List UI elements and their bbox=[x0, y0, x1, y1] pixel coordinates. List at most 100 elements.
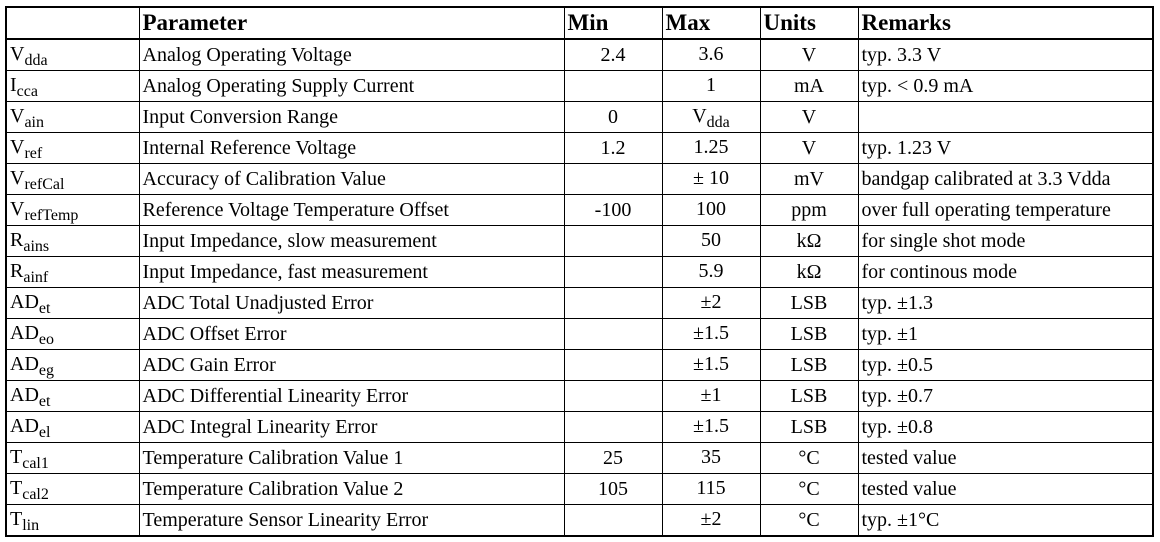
max-value: 1 bbox=[706, 74, 716, 96]
units-cell: LSB bbox=[759, 411, 859, 443]
symbol-subscript: ref bbox=[24, 145, 43, 162]
units-cell: V bbox=[759, 38, 859, 71]
table-row: Rainf Input Impedance, fast measurement 5.… bbox=[5, 256, 1154, 288]
symbol-subscript: dda bbox=[24, 52, 48, 69]
symbol-main: AD bbox=[10, 291, 39, 313]
min-cell bbox=[563, 411, 663, 443]
symbol-cell: ADet bbox=[5, 287, 140, 319]
symbol-cell: Vain bbox=[5, 101, 140, 133]
table-row: ADeg ADC Gain Error ±1.5 LSB typ. ±0.5 bbox=[5, 349, 1154, 381]
min-cell bbox=[563, 380, 663, 412]
symbol-main: AD bbox=[10, 322, 39, 344]
units-cell: °C bbox=[759, 504, 859, 537]
min-cell: 25 bbox=[563, 442, 663, 474]
max-value: ±1.5 bbox=[693, 415, 729, 437]
max-cell: ±1.5 bbox=[661, 349, 761, 381]
remarks-cell: typ. 1.23 V bbox=[857, 132, 1154, 164]
max-value: ±2 bbox=[700, 508, 722, 530]
parameter-cell: ADC Gain Error bbox=[138, 349, 565, 381]
symbol-cell: ADeg bbox=[5, 349, 140, 381]
table-row: ADet ADC Differential Linearity Error ±1 LS… bbox=[5, 380, 1154, 412]
min-cell bbox=[563, 256, 663, 288]
parameter-cell: ADC Integral Linearity Error bbox=[138, 411, 565, 443]
symbol-subscript: lin bbox=[22, 517, 40, 534]
parameter-cell: Temperature Calibration Value 2 bbox=[138, 473, 565, 505]
symbol-main: T bbox=[10, 446, 23, 468]
symbol-cell: Icca bbox=[5, 70, 140, 102]
symbol-main: R bbox=[10, 229, 24, 251]
symbol-subscript: cca bbox=[16, 83, 38, 100]
header-units: Units bbox=[759, 6, 859, 40]
units-cell: ppm bbox=[759, 194, 859, 226]
max-subscript: dda bbox=[706, 114, 730, 131]
symbol-cell: Vdda bbox=[5, 38, 140, 71]
symbol-subscript: el bbox=[38, 424, 51, 441]
spec-table: Parameter Min Max Units Remarks Vdda Anal… bbox=[5, 6, 1154, 537]
units-cell: V bbox=[759, 101, 859, 133]
symbol-cell: ADel bbox=[5, 411, 140, 443]
min-cell bbox=[563, 287, 663, 319]
table-row: Tlin Temperature Sensor Linearity Error ±2… bbox=[5, 504, 1154, 537]
symbol-subscript: refCal bbox=[24, 176, 65, 193]
symbol-main: V bbox=[10, 136, 25, 158]
parameter-cell: Reference Voltage Temperature Offset bbox=[138, 194, 565, 226]
max-cell: ±1.5 bbox=[661, 318, 761, 350]
symbol-main: T bbox=[10, 477, 23, 499]
header-row: Parameter Min Max Units Remarks bbox=[6, 6, 1154, 40]
min-cell: 2.4 bbox=[563, 38, 663, 71]
symbol-cell: Tlin bbox=[5, 504, 140, 537]
max-cell: ±1.5 bbox=[661, 411, 761, 443]
max-value: ±1 bbox=[700, 384, 722, 406]
parameter-cell: Analog Operating Voltage bbox=[138, 38, 565, 71]
max-cell: 5.9 bbox=[661, 256, 761, 288]
min-cell bbox=[563, 70, 663, 102]
min-cell: -100 bbox=[563, 194, 663, 226]
remarks-cell: typ. ±0.7 bbox=[857, 380, 1154, 412]
max-value: V bbox=[692, 105, 707, 127]
header-parameter: Parameter bbox=[138, 6, 565, 40]
max-cell: ± 10 bbox=[661, 163, 761, 195]
min-cell bbox=[563, 163, 663, 195]
header-min: Min bbox=[563, 6, 663, 40]
min-cell: 0 bbox=[563, 101, 663, 133]
max-value: 5.9 bbox=[698, 260, 724, 282]
remarks-cell: tested value bbox=[857, 442, 1154, 474]
symbol-cell: Rains bbox=[5, 225, 140, 257]
remarks-cell: over full operating temperature bbox=[857, 194, 1154, 226]
units-cell: mV bbox=[759, 163, 859, 195]
max-cell: 1.25 bbox=[661, 132, 761, 164]
symbol-subscript: eo bbox=[38, 331, 54, 348]
parameter-cell: Input Conversion Range bbox=[138, 101, 565, 133]
symbol-cell: Tcal1 bbox=[5, 442, 140, 474]
symbol-subscript: et bbox=[38, 300, 51, 317]
remarks-cell: bandgap calibrated at 3.3 Vdda bbox=[857, 163, 1154, 195]
table-row: ADet ADC Total Unadjusted Error ±2 LSB typ. … bbox=[5, 287, 1154, 319]
table-row: Tcal1 Temperature Calibration Value 1 25 35… bbox=[5, 442, 1154, 474]
min-cell bbox=[563, 225, 663, 257]
min-cell bbox=[563, 318, 663, 350]
remarks-cell: typ. ±0.8 bbox=[857, 411, 1154, 443]
symbol-cell: Tcal2 bbox=[5, 473, 140, 505]
max-cell: 3.6 bbox=[661, 38, 761, 71]
units-cell: LSB bbox=[759, 318, 859, 350]
symbol-cell: VrefCal bbox=[5, 163, 140, 195]
remarks-cell: typ. ±1 bbox=[857, 318, 1154, 350]
parameter-cell: ADC Total Unadjusted Error bbox=[138, 287, 565, 319]
symbol-cell: Vref bbox=[5, 132, 140, 164]
remarks-cell: typ. ±1.3 bbox=[857, 287, 1154, 319]
remarks-cell: for single shot mode bbox=[857, 225, 1154, 257]
symbol-cell: VrefTemp bbox=[5, 194, 140, 226]
remarks-cell: typ. 3.3 V bbox=[857, 38, 1154, 71]
symbol-subscript: ain bbox=[24, 114, 44, 131]
table-row: ADel ADC Integral Linearity Error ±1.5 LSB t… bbox=[5, 411, 1154, 443]
max-value: 50 bbox=[701, 229, 721, 251]
header-symbol-blank bbox=[6, 7, 140, 40]
units-cell: °C bbox=[759, 473, 859, 505]
max-value: 35 bbox=[701, 446, 721, 468]
parameter-cell: ADC Offset Error bbox=[138, 318, 565, 350]
max-value: 1.25 bbox=[693, 136, 729, 158]
symbol-cell: ADeo bbox=[5, 318, 140, 350]
max-cell: 35 bbox=[661, 442, 761, 474]
